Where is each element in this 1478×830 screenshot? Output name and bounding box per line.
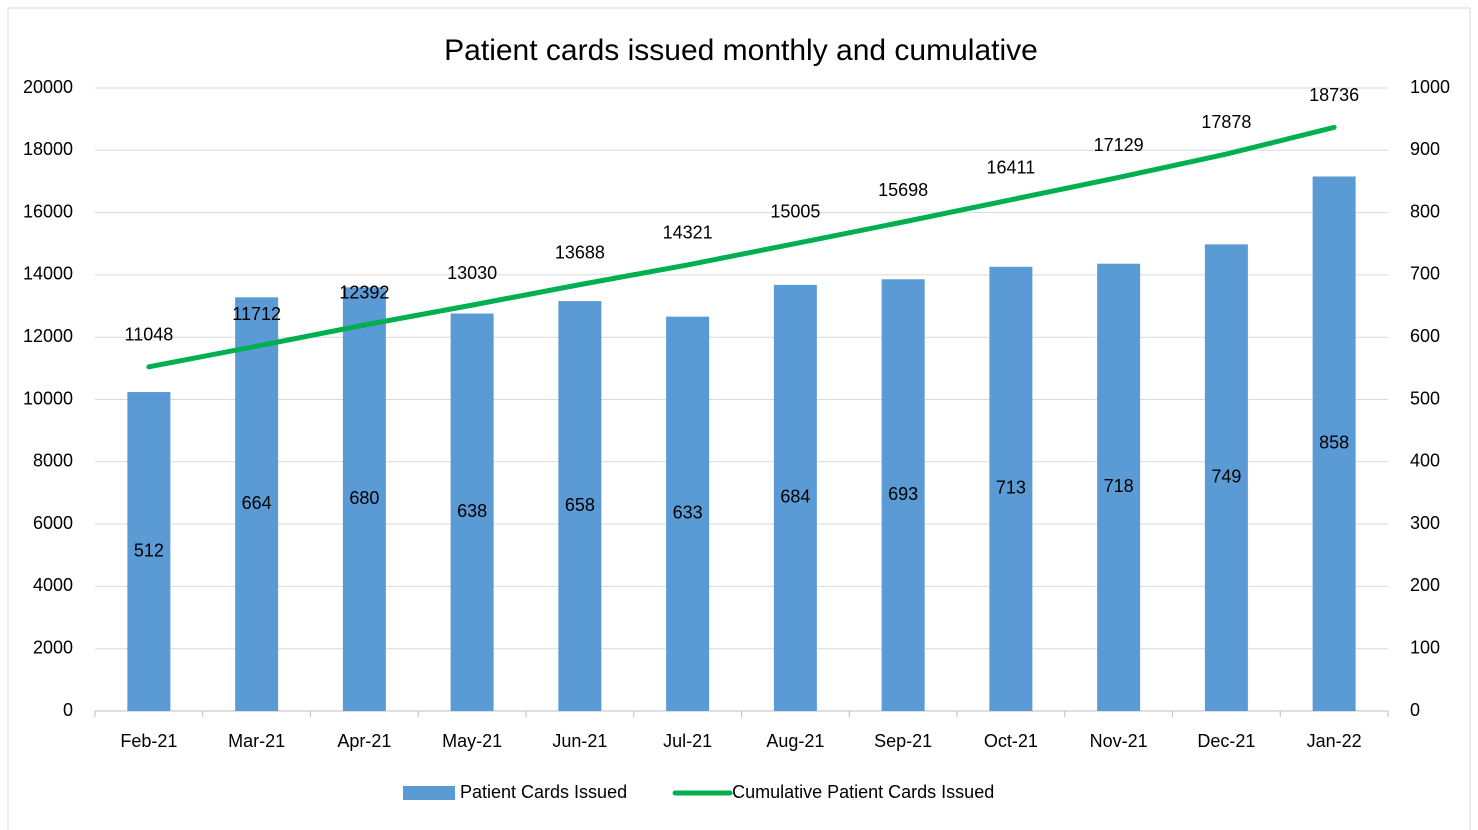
- bar: [558, 301, 602, 711]
- bar-value-label: 693: [888, 484, 918, 504]
- bar-value-label: 633: [673, 503, 703, 523]
- y-tick-label: 16000: [23, 201, 73, 221]
- bar: [342, 287, 386, 711]
- y-tick-label: 18000: [23, 139, 73, 159]
- line-value-label: 11712: [232, 304, 281, 324]
- line-value-label: 13030: [447, 263, 497, 283]
- line-value-label: 18736: [1309, 85, 1359, 105]
- line-value-label: 12392: [339, 283, 389, 303]
- x-tick-label: Jun-21: [552, 731, 607, 751]
- y2-tick-label: 900: [1410, 139, 1440, 159]
- bar-value-label: 512: [134, 540, 164, 560]
- y-tick-label: 20000: [23, 77, 73, 97]
- y2-tick-label: 600: [1410, 326, 1440, 346]
- x-tick-label: Oct-21: [984, 731, 1038, 751]
- x-tick-label: Feb-21: [120, 731, 177, 751]
- x-tick-label: Mar-21: [228, 731, 285, 751]
- y2-tick-label: 200: [1410, 575, 1440, 595]
- y-tick-label: 2000: [33, 637, 73, 657]
- bar: [1097, 263, 1141, 711]
- x-tick-label: Dec-21: [1197, 731, 1255, 751]
- y2-tick-label: 400: [1410, 451, 1440, 471]
- y2-tick-label: 500: [1410, 388, 1440, 408]
- line-value-label: 15005: [770, 201, 820, 221]
- y-tick-label: 6000: [33, 513, 73, 533]
- bar-value-label: 684: [780, 487, 810, 507]
- x-tick-label: Jan-22: [1307, 731, 1362, 751]
- x-tick-label: Aug-21: [766, 731, 824, 751]
- line-value-label: 15698: [878, 180, 928, 200]
- bar-value-label: 664: [242, 493, 272, 513]
- bar-value-label: 680: [349, 488, 379, 508]
- line-value-label: 11048: [125, 325, 174, 345]
- y-tick-label: 4000: [33, 575, 73, 595]
- legend-label: Patient Cards Issued: [460, 782, 627, 802]
- x-tick-label: Sep-21: [874, 731, 932, 751]
- legend-swatch: [403, 786, 455, 800]
- bar: [989, 266, 1033, 711]
- line-value-label: 14321: [663, 223, 713, 243]
- bar: [666, 316, 710, 711]
- y2-tick-label: 0: [1410, 700, 1420, 720]
- bar-value-label: 638: [457, 501, 487, 521]
- bar: [450, 313, 494, 711]
- y-tick-label: 10000: [23, 388, 73, 408]
- bar: [1204, 244, 1248, 712]
- legend-label: Cumulative Patient Cards Issued: [732, 782, 994, 802]
- x-tick-label: May-21: [442, 731, 502, 751]
- bar: [1312, 176, 1356, 711]
- line-value-label: 17878: [1201, 112, 1251, 132]
- y2-tick-label: 1000: [1410, 77, 1450, 97]
- y2-tick-label: 800: [1410, 201, 1440, 221]
- bar-value-label: 749: [1211, 466, 1241, 486]
- y2-tick-label: 100: [1410, 637, 1440, 657]
- x-tick-label: Jul-21: [663, 731, 712, 751]
- bar-value-label: 718: [1104, 476, 1134, 496]
- bar-value-label: 713: [996, 478, 1026, 498]
- line-value-label: 17129: [1094, 135, 1144, 155]
- bar: [127, 392, 171, 711]
- y2-tick-label: 700: [1410, 264, 1440, 284]
- line-value-label: 13688: [555, 242, 605, 262]
- y2-tick-label: 300: [1410, 513, 1440, 533]
- line: [146, 124, 1337, 370]
- bar: [235, 297, 279, 711]
- bar-value-label: 658: [565, 495, 595, 515]
- line-value-label: 16411: [987, 158, 1036, 178]
- y-tick-label: 14000: [23, 264, 73, 284]
- x-tick-label: Apr-21: [337, 731, 391, 751]
- y-tick-label: 8000: [33, 451, 73, 471]
- chart-title: Patient cards issued monthly and cumulat…: [444, 34, 1038, 67]
- bar-value-label: 858: [1319, 432, 1349, 452]
- bar: [881, 279, 925, 711]
- x-tick-label: Nov-21: [1090, 731, 1148, 751]
- y-tick-label: 12000: [23, 326, 73, 346]
- y-tick-label: 0: [63, 700, 73, 720]
- bar: [773, 284, 817, 711]
